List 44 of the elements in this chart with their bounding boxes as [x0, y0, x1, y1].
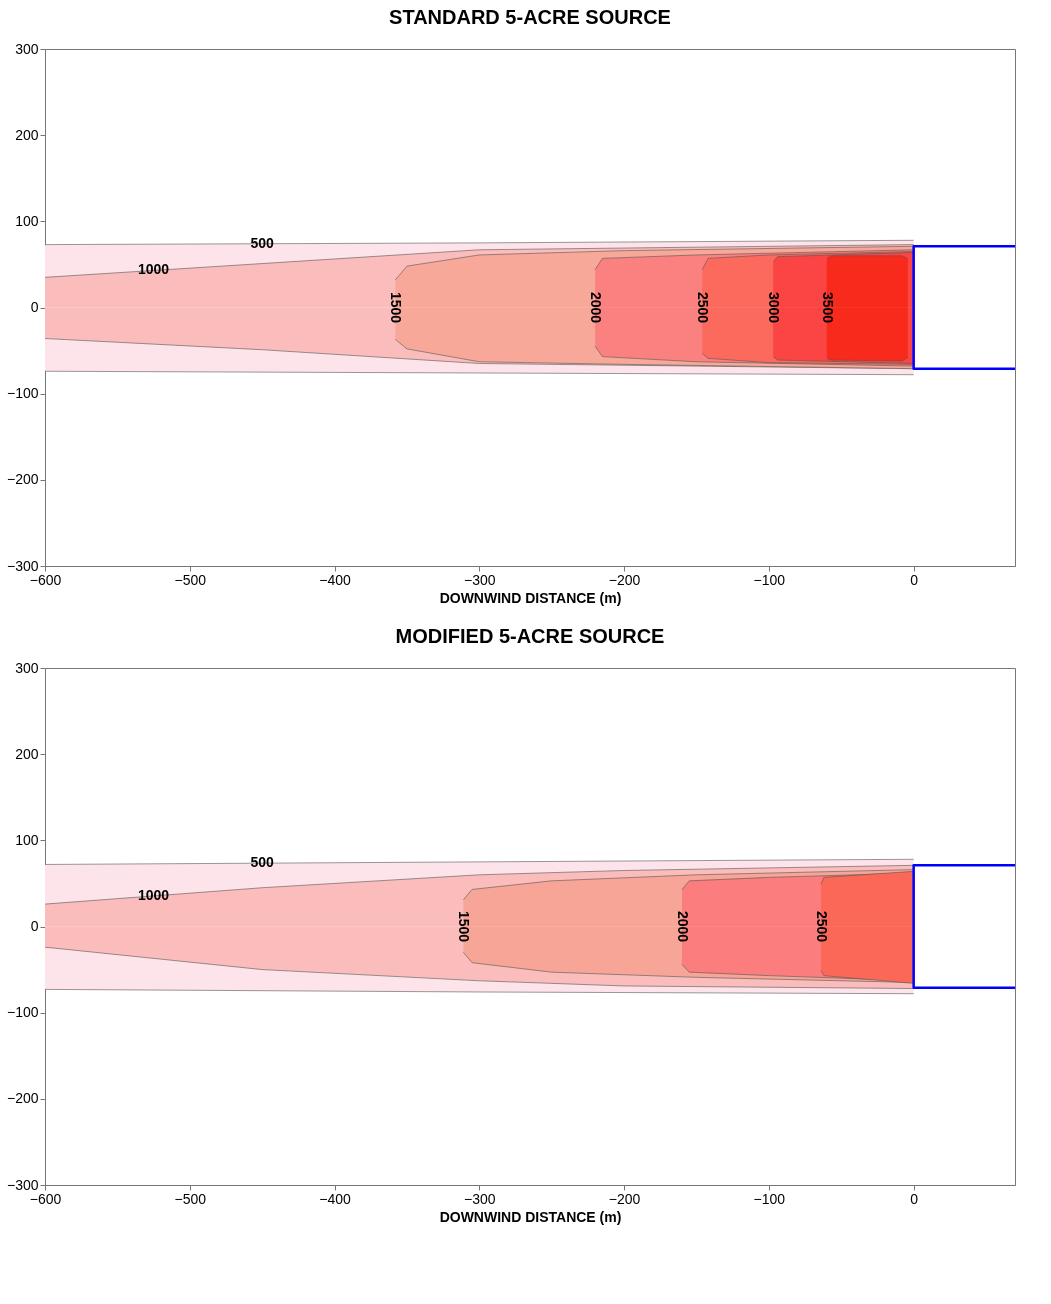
- x-tick-label: −600: [29, 571, 62, 588]
- y-tick-label: −300: [6, 557, 39, 574]
- x-axis-title: DOWNWIND DISTANCE (m): [439, 589, 622, 606]
- y-tick-label: −100: [6, 385, 39, 402]
- x-tick-label: −200: [608, 571, 641, 588]
- series-label: 3500: [819, 291, 836, 324]
- x-tick-label: −200: [608, 1190, 641, 1207]
- x-tick-label: 0: [910, 1190, 919, 1207]
- y-tick-label: 200: [15, 126, 39, 143]
- x-tick-label: −500: [174, 1190, 207, 1207]
- series-label: 500: [250, 854, 275, 871]
- x-tick-label: −600: [29, 1190, 62, 1207]
- series-label: 1500: [388, 291, 405, 324]
- series-label: 1000: [138, 261, 170, 278]
- series-label: 2000: [588, 291, 605, 324]
- x-axis-title: DOWNWIND DISTANCE (m): [439, 1208, 622, 1225]
- x-tick-label: 0: [910, 571, 919, 588]
- x-tick-label: −300: [464, 1190, 496, 1207]
- y-tick-label: −200: [6, 471, 39, 488]
- y-tick-label: −300: [6, 1176, 39, 1193]
- chart-title: MODIFIED 5-ACRE SOURCE: [395, 625, 665, 647]
- y-tick-label: 200: [15, 745, 39, 762]
- series-label: 3000: [766, 291, 783, 324]
- x-tick-label: −100: [753, 571, 786, 588]
- x-tick-label: −400: [319, 1190, 352, 1207]
- x-tick-label: −100: [753, 1190, 786, 1207]
- x-tick-label: −500: [174, 571, 207, 588]
- x-tick-label: −300: [464, 571, 496, 588]
- y-tick-label: 300: [15, 659, 39, 676]
- y-tick-label: 100: [15, 212, 39, 229]
- y-tick-label: 0: [30, 918, 39, 934]
- y-tick-label: −100: [6, 1004, 39, 1021]
- series-label: 2000: [675, 910, 692, 943]
- y-tick-label: 300: [15, 40, 39, 57]
- y-tick-label: 100: [15, 831, 39, 848]
- x-tick-label: −400: [319, 571, 352, 588]
- series-label: 2500: [814, 910, 830, 943]
- series-label: 1000: [138, 886, 170, 903]
- series-label: 1500: [456, 910, 473, 943]
- series-label: 2500: [695, 291, 712, 324]
- chart-title: STANDARD 5-ACRE SOURCE: [389, 6, 671, 28]
- y-tick-label: −200: [6, 1090, 39, 1107]
- y-tick-label: 0: [30, 299, 39, 315]
- series-label: 500: [250, 234, 275, 251]
